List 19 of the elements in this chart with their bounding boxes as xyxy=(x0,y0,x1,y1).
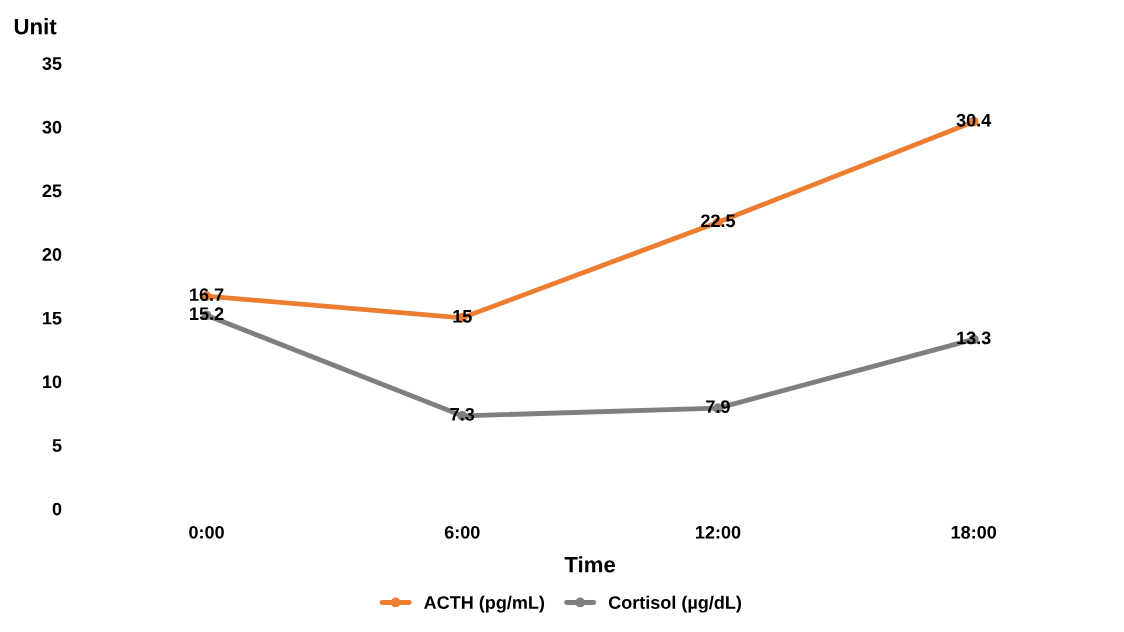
y-tick-label: 15 xyxy=(43,311,62,325)
legend-label: ACTH (pg/mL) xyxy=(424,595,545,613)
x-axis-title: Time xyxy=(564,556,616,573)
y-tick-label: 20 xyxy=(42,248,62,261)
x-tick-label: 6:00 xyxy=(444,525,480,539)
data-label: 16.7 xyxy=(190,288,224,302)
y-tick-label: 25 xyxy=(42,184,62,198)
x-tick-label: 12:00 xyxy=(696,525,741,539)
x-tick-label: 18:00 xyxy=(951,525,997,539)
y-tick-label: 0 xyxy=(52,502,62,516)
y-axis-title: Unit xyxy=(14,18,57,35)
y-tick-label: 30 xyxy=(42,120,62,134)
y-tick-label: 5 xyxy=(52,439,62,452)
x-tick-label: 0:00 xyxy=(189,525,224,539)
data-label: 15.2 xyxy=(190,307,224,321)
legend-label: Cortisol (µg/dL) xyxy=(608,595,742,613)
data-label: 13.3 xyxy=(957,331,991,345)
y-tick-label: 10 xyxy=(43,375,62,389)
y-tick-label: 35 xyxy=(42,57,62,70)
